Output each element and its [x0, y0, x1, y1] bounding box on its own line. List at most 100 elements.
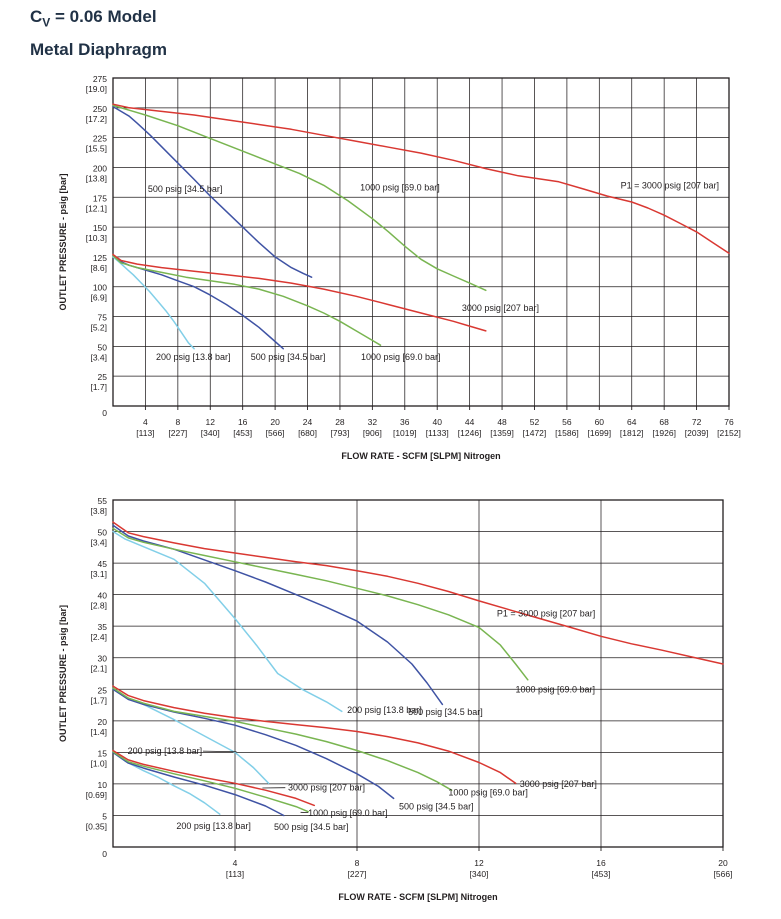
curve-set125-inlet500	[112, 254, 284, 350]
x-tick-label: 20	[718, 858, 728, 868]
y-tick-sublabel: [0.35]	[86, 821, 107, 831]
x-axis-title: FLOW RATE - SCFM [SLPM] Nitrogen	[338, 892, 497, 902]
x-tick-sublabel: [566]	[714, 869, 733, 879]
y-tick-label: 10	[98, 780, 108, 790]
curve-set50-inlet1000	[112, 527, 529, 681]
y-tick-label: 30	[98, 654, 108, 664]
y-tick-sublabel: [15.5]	[86, 144, 107, 154]
x-tick-sublabel: [1812]	[620, 428, 644, 438]
x-tick-label: 60	[595, 417, 605, 427]
curve-label: 1000 psig [69.0 bar]	[361, 352, 441, 362]
y-tick-sublabel: [13.8]	[86, 173, 107, 183]
x-tick-label: 56	[562, 417, 572, 427]
x-tick-label: 16	[238, 417, 248, 427]
x-tick-label: 4	[233, 858, 238, 868]
x-tick-sublabel: [227]	[348, 869, 367, 879]
x-tick-sublabel: [1472]	[523, 428, 547, 438]
x-tick-sublabel: [793]	[330, 428, 349, 438]
plot-border	[112, 499, 724, 848]
x-tick-sublabel: [1359]	[490, 428, 514, 438]
y-tick-sublabel: [2.8]	[90, 601, 107, 611]
y-tick-sublabel: [6.9]	[90, 293, 107, 303]
curve-label: 1000 psig [69.0 bar]	[515, 684, 595, 694]
x-tick-sublabel: [453]	[592, 869, 611, 879]
curve-set25-inlet500	[112, 688, 395, 800]
y-tick-sublabel: [1.7]	[90, 382, 107, 392]
curve-label: 1000 psig [69.0 bar]	[360, 183, 440, 193]
plot-border	[112, 77, 730, 407]
x-tick-label: 64	[627, 417, 637, 427]
y-tick-sublabel: [1.4]	[90, 727, 107, 737]
x-tick-label: 44	[465, 417, 475, 427]
curve-set250-inlet3000	[112, 103, 730, 255]
curve-set50-inlet500	[112, 524, 444, 706]
y-tick-sublabel: [0.69]	[86, 790, 107, 800]
y-tick-label: 35	[98, 622, 108, 632]
y-tick-label: 200	[93, 163, 107, 173]
x-tick-sublabel: [680]	[298, 428, 317, 438]
curve-label: 1000 psig [69.0 bar]	[448, 788, 528, 798]
curve-set25-inlet3000	[112, 685, 517, 785]
y-tick-sublabel: [17.2]	[86, 114, 107, 124]
y-tick-label: 25	[98, 685, 108, 695]
y-tick-label: 75	[98, 313, 108, 323]
y-tick-sublabel: [2.4]	[90, 632, 107, 642]
curve-set125-inlet3000	[112, 253, 487, 332]
x-tick-label: 28	[335, 417, 345, 427]
x-tick-sublabel: [340]	[201, 428, 220, 438]
curve-set50-inlet3000	[112, 521, 724, 665]
chart-bottom: 4[113]8[227]12[340]16[453]20[566]55[3.8]…	[58, 496, 732, 902]
y-tick-sublabel: [1.0]	[90, 758, 107, 768]
curve-label: 200 psig [13.8 bar]	[128, 746, 203, 756]
curve-label: P1 = 3000 psig [207 bar]	[497, 609, 595, 619]
x-tick-label: 8	[175, 417, 180, 427]
x-tick-label: 24	[303, 417, 313, 427]
x-tick-sublabel: [1926]	[652, 428, 676, 438]
y-tick-label: 100	[93, 283, 107, 293]
curve-label: 200 psig [13.8 bar]	[347, 705, 422, 715]
x-tick-sublabel: [1699]	[587, 428, 611, 438]
page-title: CV = 0.06 Model	[30, 7, 157, 30]
curve-label-leader	[202, 750, 237, 753]
curve-set15-inlet1000	[112, 750, 309, 813]
curve-label: P1 = 3000 psig [207 bar]	[621, 180, 719, 190]
y-tick-sublabel: [1.7]	[90, 695, 107, 705]
y-tick-sublabel: [8.6]	[90, 263, 107, 273]
x-tick-sublabel: [1019]	[393, 428, 417, 438]
x-tick-sublabel: [453]	[233, 428, 252, 438]
x-tick-sublabel: [227]	[168, 428, 187, 438]
y-tick-sublabel: [3.1]	[90, 569, 107, 579]
y-tick-label: 250	[93, 104, 107, 114]
curve-set250-inlet500	[112, 105, 313, 278]
y-tick-sublabel: [10.3]	[86, 233, 107, 243]
x-tick-label: 52	[530, 417, 540, 427]
x-tick-label: 20	[270, 417, 280, 427]
x-tick-sublabel: [1133]	[426, 428, 449, 438]
x-axis-title: FLOW RATE - SCFM [SLPM] Nitrogen	[341, 451, 500, 461]
x-tick-sublabel: [1586]	[555, 428, 579, 438]
y-tick-sublabel: [12.1]	[86, 203, 107, 213]
curve-set125-inlet200	[112, 256, 195, 350]
y-tick-sublabel: [5.2]	[90, 323, 107, 333]
curve-label: 3000 psig [207 bar]	[462, 303, 539, 313]
y-tick-label: 0	[102, 849, 107, 859]
y-tick-label: 0	[102, 408, 107, 418]
y-tick-label: 225	[93, 134, 107, 144]
y-tick-label: 40	[98, 591, 108, 601]
x-tick-sublabel: [1246]	[458, 428, 482, 438]
x-tick-label: 48	[497, 417, 507, 427]
curve-label: 1000 psig [69.0 bar]	[308, 808, 388, 818]
curve-set25-inlet200	[112, 688, 270, 785]
y-axis-title: OUTLET PRESSURE - psig [bar]	[58, 605, 68, 742]
y-tick-label: 175	[93, 193, 107, 203]
y-tick-label: 275	[93, 74, 107, 84]
x-tick-label: 16	[596, 858, 606, 868]
curve-label: 3000 psig [207 bar]	[288, 783, 365, 793]
x-tick-label: 76	[724, 417, 734, 427]
curve-label: 500 psig [34.5 bar]	[148, 184, 223, 194]
x-tick-label: 68	[659, 417, 669, 427]
x-tick-sublabel: [340]	[470, 869, 489, 879]
curve-set15-inlet500	[112, 751, 285, 817]
y-axis-title: OUTLET PRESSURE - psig [bar]	[58, 173, 68, 310]
